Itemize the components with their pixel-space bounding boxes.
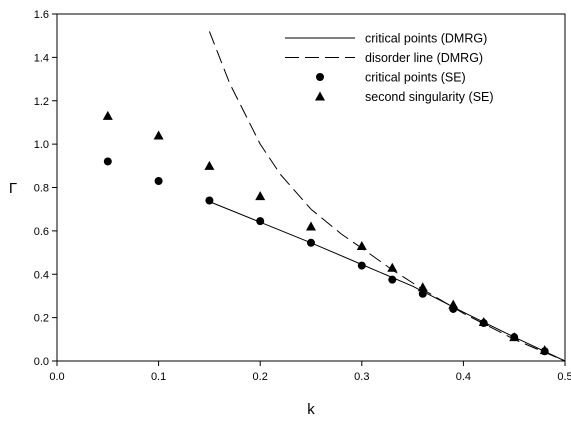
series-layer — [102, 31, 566, 362]
legend-label: second singularity (SE) — [365, 90, 494, 104]
triangle-point — [509, 332, 520, 342]
x-tick-label: 0.1 — [151, 371, 166, 383]
circle-point — [103, 157, 112, 166]
circle-point — [388, 275, 397, 284]
triangle-point — [539, 345, 550, 355]
y-tick-label: 0.0 — [34, 356, 49, 368]
y-tick-label: 1.6 — [34, 9, 49, 21]
series-3 — [102, 110, 550, 355]
legend-item: disorder line (DMRG) — [285, 51, 483, 65]
legend-triangle-marker — [315, 91, 325, 101]
x-tick-label: 0.3 — [354, 371, 369, 383]
triangle-point — [255, 191, 266, 201]
x-tick-label: 0.5 — [557, 371, 571, 383]
legend-circle-marker — [316, 73, 324, 81]
circle-point — [154, 176, 163, 185]
y-axis-title: Γ — [9, 180, 17, 197]
circle-point — [418, 289, 427, 298]
axis-ticks: 0.0 0.1 0.2 0.3 0.4 0.5 0.0 0.2 0.4 0.6 0.8 1.0 1.2 1… — [34, 9, 571, 383]
triangle-point — [478, 316, 489, 326]
y-tick-label: 0.4 — [34, 269, 49, 281]
triangle-point — [153, 130, 164, 140]
legend-label: critical points (SE) — [365, 71, 466, 85]
y-tick-label: 0.2 — [34, 313, 49, 325]
y-tick-label: 1.2 — [34, 96, 49, 108]
legend-label: critical points (DMRG) — [365, 32, 487, 46]
solid-series-line — [209, 201, 566, 362]
legend-item: critical points (DMRG) — [285, 32, 487, 46]
triangle-point — [306, 221, 316, 231]
triangle-point — [448, 299, 459, 309]
series-1 — [208, 31, 566, 362]
series-0 — [209, 201, 566, 362]
legend: critical points (DMRG) disorder line (DMR… — [285, 32, 494, 104]
triangle-point — [102, 110, 113, 120]
legend-item: critical points (SE) — [316, 71, 466, 85]
x-tick-label: 0.0 — [49, 371, 64, 383]
y-tick-label: 0.6 — [34, 226, 49, 238]
legend-item: second singularity (SE) — [315, 90, 494, 104]
circle-point — [307, 238, 315, 247]
triangle-point — [356, 241, 367, 251]
legend-label: disorder line (DMRG) — [365, 51, 483, 65]
y-tick-label: 1.0 — [34, 139, 49, 151]
x-tick-label: 0.4 — [456, 371, 471, 383]
x-tick-label: 0.2 — [253, 371, 268, 383]
triangle-point — [387, 262, 398, 272]
triangle-point — [417, 282, 428, 292]
y-tick-label: 1.4 — [34, 52, 49, 64]
plot-frame — [56, 13, 566, 362]
y-tick-label: 0.8 — [34, 183, 49, 195]
circle-point — [357, 261, 366, 270]
triangle-point — [204, 160, 215, 170]
x-axis-title: k — [307, 401, 315, 418]
dashed-series-line — [208, 31, 566, 362]
circle-point — [256, 217, 265, 226]
circle-point — [205, 196, 214, 205]
